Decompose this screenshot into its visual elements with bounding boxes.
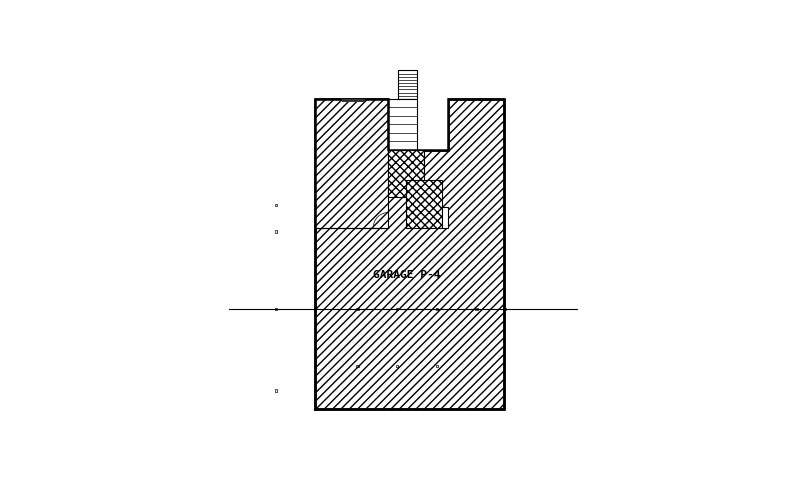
Bar — [476, 308, 478, 310]
Bar — [274, 308, 277, 310]
Bar — [503, 308, 505, 310]
Bar — [274, 389, 277, 392]
Bar — [315, 99, 388, 228]
Bar — [435, 365, 439, 367]
Bar — [342, 99, 365, 102]
Polygon shape — [315, 99, 505, 409]
Bar — [314, 365, 316, 367]
Bar — [435, 308, 439, 310]
Bar — [314, 230, 316, 233]
Bar — [274, 204, 277, 206]
Bar — [396, 365, 399, 367]
Bar — [399, 70, 417, 99]
Bar — [314, 308, 316, 310]
Bar — [388, 99, 447, 150]
Bar — [314, 204, 316, 206]
Bar — [356, 308, 358, 310]
Bar — [406, 180, 442, 228]
Bar — [388, 99, 417, 150]
Text: GARAGE P-4: GARAGE P-4 — [373, 270, 440, 280]
Bar — [356, 365, 358, 367]
Bar — [274, 230, 277, 233]
Bar — [388, 150, 424, 197]
Bar — [396, 308, 399, 310]
Bar — [442, 207, 447, 228]
